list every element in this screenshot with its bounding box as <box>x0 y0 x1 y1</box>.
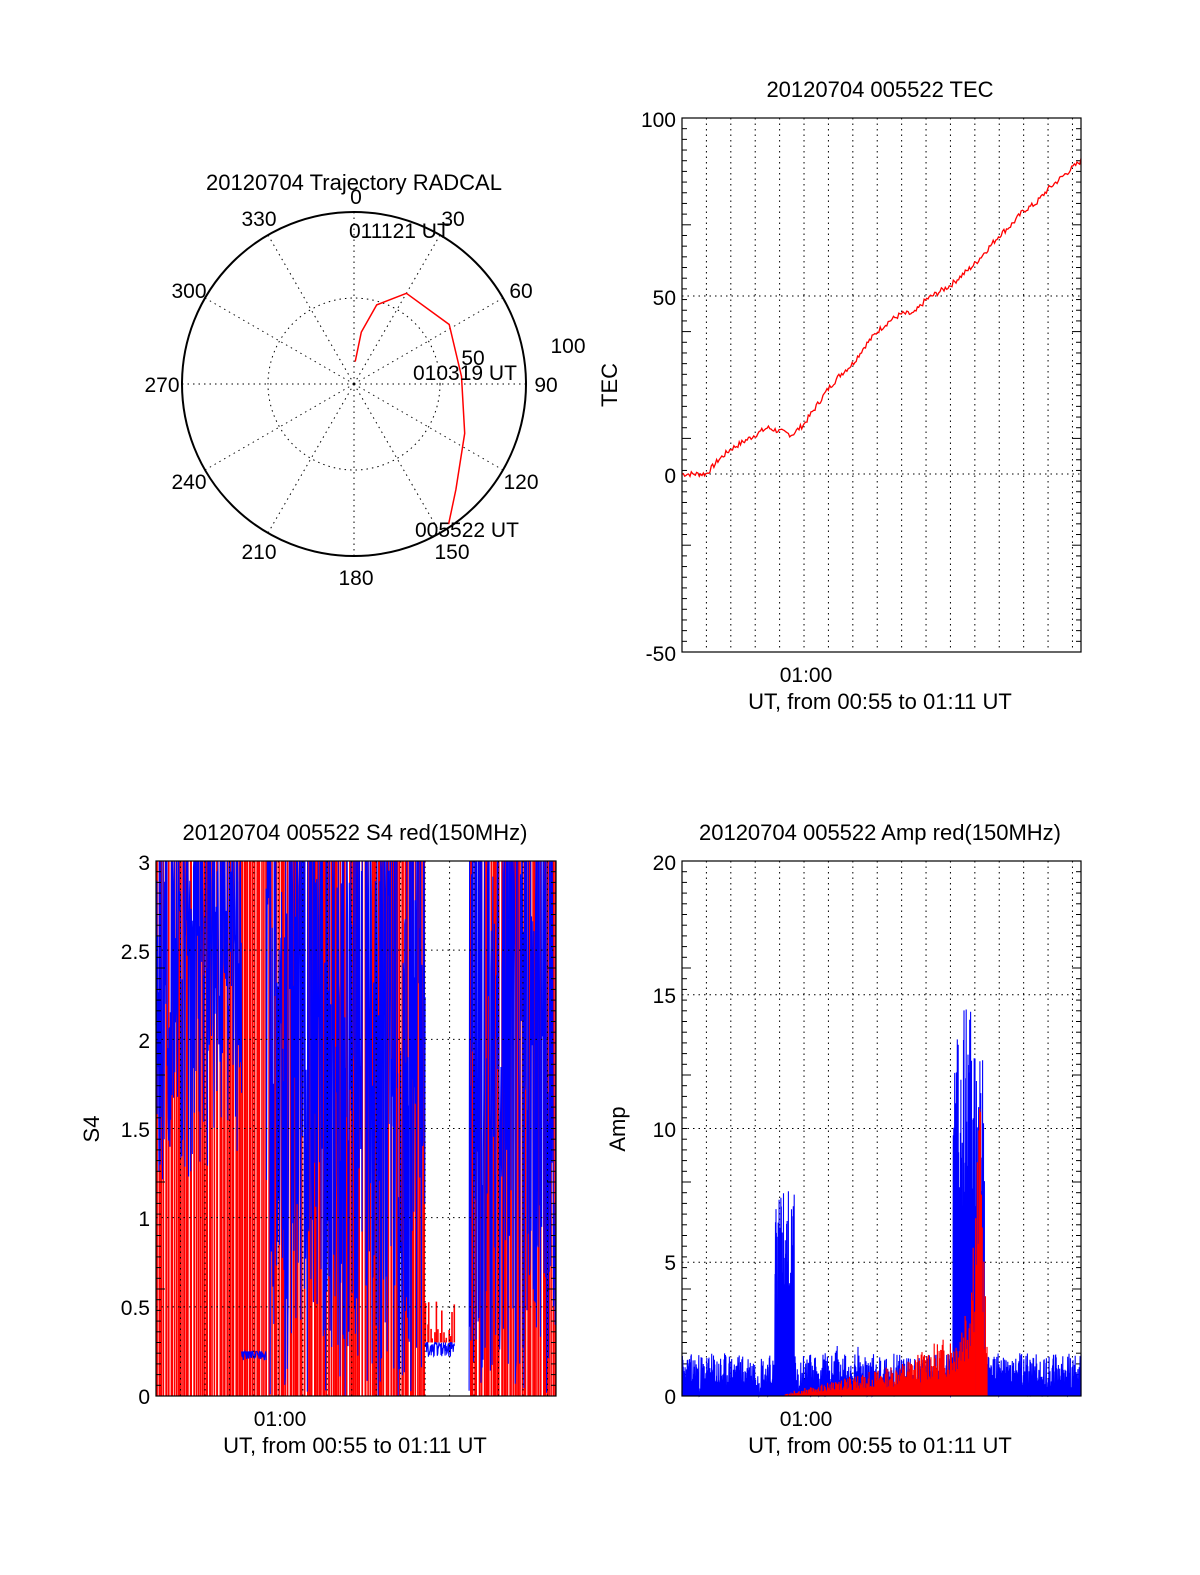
polar-annotation-mid: 010319 UT <box>413 362 517 385</box>
polar-spokes <box>182 212 526 556</box>
amp-ytick-5: 5 <box>664 1252 676 1275</box>
s4-ytick-2.5: 2.5 <box>121 941 150 964</box>
polar-angle-label-330: 330 <box>241 208 276 231</box>
polar-spoke-330 <box>267 234 355 385</box>
amp-title: 20120704 005522 Amp red(150MHz) <box>699 820 1061 845</box>
s4-ylabel: S4 <box>79 1116 104 1143</box>
tec-ytick-0: 0 <box>664 465 676 488</box>
tec-series-line <box>681 158 1082 479</box>
amp-minor-ticks <box>682 871 1081 1386</box>
tec-ytick-minus50: -50 <box>646 643 676 666</box>
tec-minor-ticks <box>682 128 1081 642</box>
polar-inner-ring <box>267 297 441 471</box>
polar-radius-label-100: 100 <box>550 335 585 358</box>
polar-spoke-30 <box>353 234 441 385</box>
tec-ylabel: TEC <box>597 363 622 407</box>
s4-ytick-0.5: 0.5 <box>121 1297 150 1320</box>
s4-ytick-1: 1 <box>138 1208 150 1231</box>
s4-blue-trace <box>468 860 557 1393</box>
polar-angle-label-180: 180 <box>338 567 373 590</box>
s4-grid <box>156 861 556 1396</box>
amp-blue-trace <box>681 1009 1082 1399</box>
tec-panel: 20120704 005522 TEC 100 50 0 -50 01:00 U… <box>597 77 1082 714</box>
s4-panel: 20120704 005522 S4 red(150MHz) 0 0.5 1 1… <box>79 820 557 1458</box>
polar-angle-label-150: 150 <box>434 541 469 564</box>
polar-angle-label-90: 90 <box>534 374 557 397</box>
polar-angle-label-120: 120 <box>503 471 538 494</box>
amp-xlabel: UT, from 00:55 to 01:11 UT <box>748 1433 1012 1458</box>
s4-blue-trace <box>241 1349 267 1361</box>
amp-ytick-15: 15 <box>653 985 676 1008</box>
s4-ytick-1.5: 1.5 <box>121 1119 150 1142</box>
tec-xtick-0100: 01:00 <box>780 664 833 687</box>
tec-plot-frame <box>681 117 1082 653</box>
polar-angle-label-210: 210 <box>241 541 276 564</box>
s4-xtick-0100: 01:00 <box>254 1408 307 1431</box>
s4-plot-frame <box>155 860 557 1397</box>
s4-title: 20120704 005522 S4 red(150MHz) <box>183 820 528 845</box>
polar-panel: 20120704 Trajectory RADCAL 0 30 60 90 12… <box>144 170 585 590</box>
polar-trajectory-line <box>354 292 466 525</box>
polar-spoke-300 <box>204 297 355 385</box>
polar-spoke-150 <box>353 383 441 534</box>
polar-title: 20120704 Trajectory RADCAL <box>206 170 502 195</box>
polar-radius-label-50: 50 <box>461 347 484 370</box>
tec-ytick-100: 100 <box>641 109 676 132</box>
polar-spoke-240 <box>204 383 355 471</box>
amp-ytick-20: 20 <box>653 852 676 875</box>
polar-annotation-end: 011121 UT <box>349 220 450 243</box>
amp-ytick-10: 10 <box>653 1119 676 1142</box>
s4-minor-ticks <box>156 871 556 1386</box>
amp-grid <box>682 861 1081 1396</box>
amp-xtick-0100: 01:00 <box>780 1408 833 1431</box>
polar-angle-label-0: 0 <box>350 186 362 209</box>
tec-ytick-50: 50 <box>653 287 676 310</box>
s4-ytick-3: 3 <box>138 852 150 875</box>
amp-plot-frame <box>681 860 1082 1397</box>
s4-blue-trace <box>265 860 426 1396</box>
polar-angle-label-60: 60 <box>509 280 532 303</box>
amp-ytick-0: 0 <box>664 1386 676 1409</box>
s4-ytick-0: 0 <box>138 1386 150 1409</box>
polar-angle-label-270: 270 <box>144 374 179 397</box>
tec-xlabel: UT, from 00:55 to 01:11 UT <box>748 689 1012 714</box>
polar-spoke-210 <box>267 383 355 534</box>
tec-grid <box>682 118 1081 652</box>
polar-angle-label-300: 300 <box>171 280 206 303</box>
polar-annotation-start: 005522 UT <box>415 519 519 542</box>
s4-series <box>155 860 557 1396</box>
amp-panel: 20120704 005522 Amp red(150MHz) 0 5 10 1… <box>605 820 1082 1458</box>
amp-series <box>681 1009 1082 1399</box>
s4-blue-trace <box>424 1341 456 1358</box>
polar-spoke-60 <box>353 297 504 385</box>
polar-angle-label-30: 30 <box>441 208 464 231</box>
amp-ylabel: Amp <box>605 1106 630 1151</box>
polar-spoke-120 <box>353 383 504 471</box>
polar-angle-label-240: 240 <box>171 471 206 494</box>
s4-ytick-2: 2 <box>138 1030 150 1053</box>
tec-title: 20120704 005522 TEC <box>766 77 993 102</box>
s4-xlabel: UT, from 00:55 to 01:11 UT <box>223 1433 487 1458</box>
